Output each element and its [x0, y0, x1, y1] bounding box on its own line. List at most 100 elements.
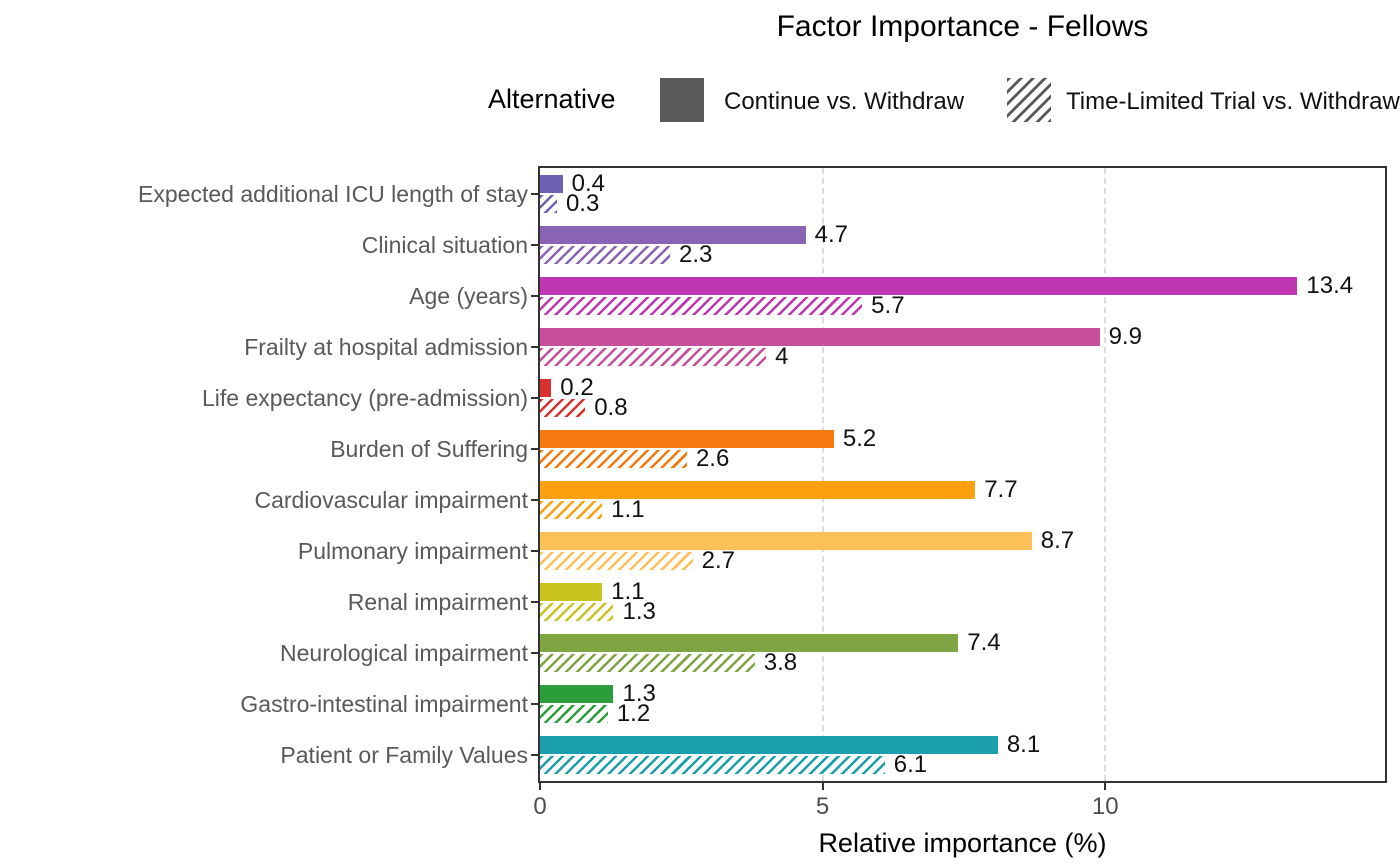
category-label: Burden of Suffering	[330, 435, 528, 462]
legend-title: Alternative	[488, 84, 616, 114]
bar-row: 1.3 1.2	[540, 680, 1385, 728]
value-label-continue: 5.2	[842, 424, 877, 452]
value-label-time-limited: 1.1	[611, 496, 645, 524]
x-tick-label: 10	[1091, 793, 1119, 820]
bar-time-limited-hatched	[540, 245, 670, 264]
x-tick	[821, 781, 824, 790]
bar-time-limited-hatched	[540, 501, 603, 520]
value-label-continue: 9.9	[1108, 322, 1142, 350]
category-label: Gastro-intestinal impairment	[240, 691, 528, 718]
category-label: Age (years)	[409, 282, 528, 309]
x-tick-label: 0	[533, 793, 547, 820]
bar-time-limited-hatched	[540, 449, 687, 468]
legend-swatch-hatched	[1007, 78, 1051, 122]
bar-row: 4.7 2.3	[540, 220, 1385, 268]
category-label: Cardiovascular impairment	[254, 487, 528, 514]
category-label: Patient or Family Values	[280, 742, 528, 769]
bar-continue-solid	[540, 481, 976, 500]
value-label-time-limited: 0.3	[565, 189, 600, 217]
gridline-x-10	[1104, 168, 1107, 781]
legend-label-continue: Continue vs. Withdraw	[724, 88, 965, 115]
bar-row: 8.1 6.1	[540, 731, 1385, 779]
value-label-continue: 4.7	[814, 220, 849, 248]
y-tick	[531, 754, 540, 757]
value-label-time-limited: 1.3	[622, 598, 656, 626]
y-tick	[531, 345, 540, 348]
x-tick	[539, 781, 541, 790]
value-label-continue: 0.2	[560, 373, 594, 401]
bar-row: 0.4 0.3	[540, 169, 1385, 217]
bar-continue-solid	[540, 685, 614, 704]
x-axis-title: Relative importance (%)	[818, 828, 1107, 858]
bar-row: 13.4 5.7	[540, 271, 1385, 319]
value-label-time-limited: 0.8	[594, 393, 628, 421]
value-label-time-limited: 2.7	[701, 547, 735, 575]
value-label-continue: 8.1	[1006, 731, 1041, 759]
bar-row: 9.9 4	[540, 322, 1385, 370]
category-label: Renal impairment	[347, 589, 528, 616]
bar-time-limited-hatched	[540, 194, 557, 213]
value-label-continue: 7.7	[984, 476, 1018, 504]
bar-time-limited-hatched	[540, 705, 608, 724]
bar-time-limited-hatched	[540, 603, 614, 622]
value-label-continue: 7.4	[967, 629, 1001, 657]
y-tick	[531, 294, 540, 297]
category-label: Expected additional ICU length of stay	[138, 180, 528, 207]
bar-row: 7.4 3.8	[540, 629, 1385, 677]
bar-time-limited-hatched	[540, 347, 767, 366]
plot-area: 0.4 0.3 4.7 2.3 13.4 5.7 9.9 4 0.2 0.8 5.2 2.6 7.7 1.…	[540, 168, 1385, 781]
bar-row: 0.2 0.8	[540, 373, 1385, 421]
bar-row: 7.7 1.1	[540, 476, 1385, 524]
category-label: Neurological impairment	[280, 640, 528, 667]
value-label-continue: 1.1	[611, 578, 645, 606]
category-label: Clinical situation	[361, 231, 528, 258]
bar-row: 1.1 1.3	[540, 578, 1385, 626]
chart-title: Factor Importance - Fellows	[776, 10, 1149, 43]
bar-time-limited-hatched	[540, 654, 755, 673]
value-label-time-limited: 2.3	[679, 240, 713, 268]
legend-label-time-limited-trial: Time-Limited Trial vs. Withdraw	[1066, 88, 1400, 115]
bar-continue-solid	[540, 736, 998, 755]
x-tick-label: 5	[815, 793, 830, 820]
bar-time-limited-hatched	[540, 296, 863, 315]
x-tick	[1104, 781, 1107, 790]
value-label-time-limited: 1.2	[616, 700, 651, 728]
y-tick	[531, 703, 540, 706]
bar-time-limited-hatched	[540, 398, 586, 417]
y-tick	[531, 499, 540, 502]
bar-row: 5.2 2.6	[540, 424, 1385, 472]
value-label-time-limited: 3.8	[763, 649, 798, 677]
bar-row: 8.7 2.7	[540, 527, 1385, 575]
category-label: Pulmonary impairment	[297, 538, 528, 565]
y-tick	[531, 601, 540, 604]
category-label: Life expectancy (pre-admission)	[202, 384, 528, 411]
bar-continue-solid	[540, 634, 959, 653]
category-label: Frailty at hospital admission	[244, 333, 528, 360]
plot-panel: 0.4 0.3 4.7 2.3 13.4 5.7 9.9 4 0.2 0.8 5.2 2.6 7.7 1.…	[538, 166, 1387, 783]
bar-continue-solid	[540, 174, 563, 193]
y-tick	[531, 652, 540, 655]
bar-continue-solid	[540, 429, 834, 448]
y-tick	[531, 243, 540, 246]
value-label-time-limited: 5.7	[871, 291, 905, 319]
bar-continue-solid	[540, 327, 1100, 346]
y-tick	[531, 192, 540, 195]
y-tick	[531, 550, 540, 553]
bar-time-limited-hatched	[540, 552, 693, 571]
value-label-time-limited: 4	[775, 342, 789, 370]
bar-continue-solid	[540, 532, 1032, 551]
value-label-continue: 8.7	[1040, 527, 1075, 555]
legend-swatch-solid	[660, 78, 704, 122]
bar-continue-solid	[540, 378, 552, 397]
bar-time-limited-hatched	[540, 756, 885, 775]
value-label-time-limited: 2.6	[695, 444, 730, 472]
y-tick	[531, 447, 540, 450]
bar-continue-solid	[540, 583, 603, 602]
value-label-continue: 0.4	[571, 169, 605, 197]
value-label-continue: 1.3	[622, 680, 656, 708]
y-tick	[531, 396, 540, 399]
value-label-time-limited: 6.1	[893, 751, 928, 779]
value-label-continue: 13.4	[1306, 271, 1354, 299]
bar-continue-solid	[540, 276, 1298, 295]
